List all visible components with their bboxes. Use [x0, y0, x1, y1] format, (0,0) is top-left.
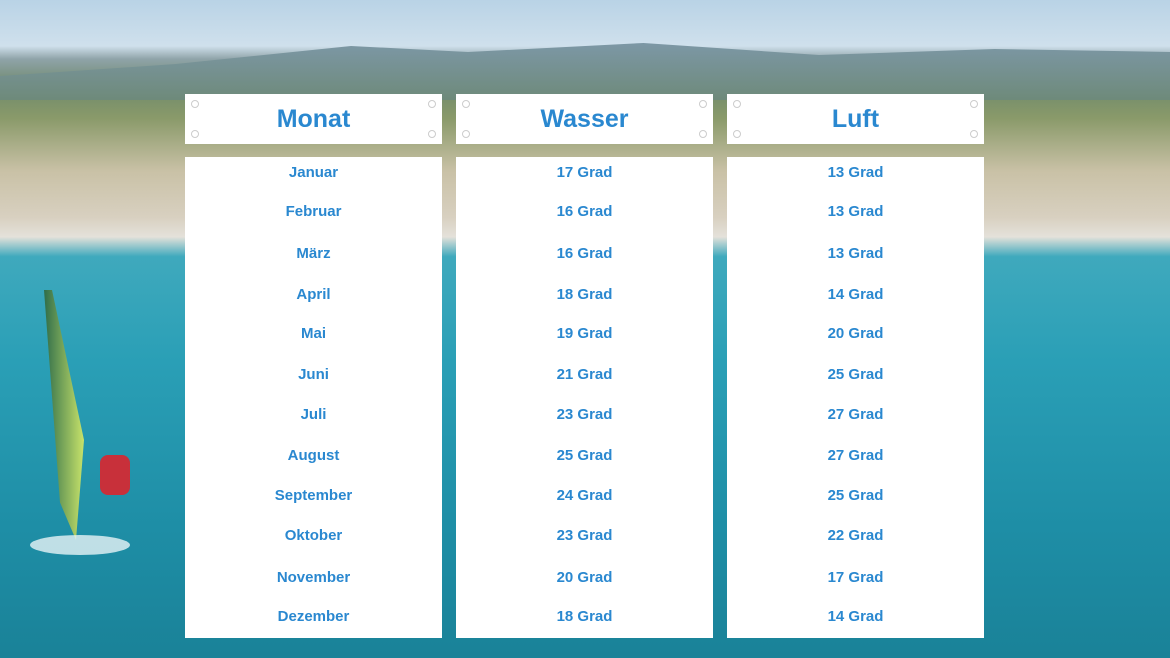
cell-water: 20 Grad [556, 569, 613, 586]
grommet-icon [462, 100, 470, 108]
grommet-icon [733, 100, 741, 108]
grommet-icon [970, 100, 978, 108]
windsurfer [100, 455, 130, 495]
grommet-icon [733, 130, 741, 138]
cell-air: 13 Grad [827, 245, 884, 262]
column-month: Januar Februar März April Mai Juni Juli August S… [185, 157, 442, 638]
cell-month: Juli [300, 406, 327, 423]
cell-month: Dezember [277, 608, 350, 625]
cell-month: November [276, 569, 351, 586]
grommet-icon [699, 130, 707, 138]
cell-water: 16 Grad [556, 245, 613, 262]
cell-water: 25 Grad [556, 447, 613, 464]
grommet-icon [970, 130, 978, 138]
cell-water: 21 Grad [556, 366, 613, 383]
header-label: Monat [276, 104, 351, 133]
cell-air: 25 Grad [827, 487, 884, 504]
cell-air: 27 Grad [827, 406, 884, 423]
header-air: Luft [727, 94, 984, 144]
cell-water: 16 Grad [556, 203, 613, 220]
grommet-icon [428, 130, 436, 138]
cell-water: 23 Grad [556, 527, 613, 544]
grommet-icon [462, 130, 470, 138]
grommet-icon [191, 130, 199, 138]
cell-month: September [274, 487, 353, 504]
cell-water: 24 Grad [556, 487, 613, 504]
cell-air: 22 Grad [827, 527, 884, 544]
cell-month: April [296, 286, 331, 303]
cell-month: März [296, 245, 331, 262]
cell-month: Januar [288, 164, 339, 181]
header-label: Luft [831, 104, 880, 133]
cell-water: 18 Grad [556, 286, 613, 303]
cell-month: Mai [300, 325, 326, 342]
header-water: Wasser [456, 94, 713, 144]
cell-air: 14 Grad [827, 608, 884, 625]
header-month: Monat [185, 94, 442, 144]
header-label: Wasser [540, 104, 629, 133]
column-air: 13 Grad 13 Grad 13 Grad 14 Grad 20 Grad 25 Gr… [727, 157, 984, 638]
cell-air: 13 Grad [827, 164, 884, 181]
cell-air: 27 Grad [827, 447, 884, 464]
cell-air: 13 Grad [827, 203, 884, 220]
cell-water: 18 Grad [556, 608, 613, 625]
cell-water: 19 Grad [556, 325, 613, 342]
cell-month: August [287, 447, 340, 464]
cell-air: 25 Grad [827, 366, 884, 383]
windsurf-board [30, 535, 130, 555]
grommet-icon [191, 100, 199, 108]
cell-air: 20 Grad [827, 325, 884, 342]
grommet-icon [699, 100, 707, 108]
cell-water: 23 Grad [556, 406, 613, 423]
background-mountains [0, 43, 1170, 100]
cell-month: Februar [285, 203, 342, 220]
cell-air: 17 Grad [827, 569, 884, 586]
column-water: 17 Grad 16 Grad 16 Grad 18 Grad 19 Grad 21 Gr… [456, 157, 713, 638]
windsurf-sail [44, 290, 84, 540]
cell-water: 17 Grad [556, 164, 613, 181]
cell-month: Juni [298, 366, 329, 383]
grommet-icon [428, 100, 436, 108]
cell-air: 14 Grad [827, 286, 884, 303]
cell-month: Oktober [284, 527, 343, 544]
